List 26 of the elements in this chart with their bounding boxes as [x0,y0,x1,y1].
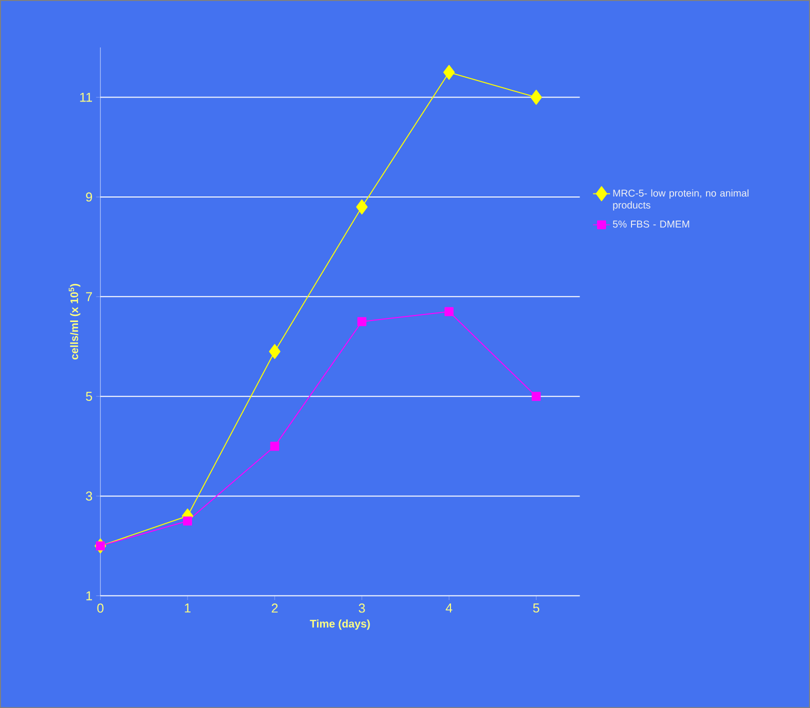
y-tick-label: 9 [86,192,92,202]
x-tick-label: 4 [446,603,452,612]
point [96,541,105,550]
x-axis-title: Time (days) [310,619,370,630]
point [270,442,280,451]
point [183,516,192,526]
y-tick-label: 1 [86,591,92,600]
point [268,344,280,359]
point [530,90,542,105]
legend-label: MRC-5- low protein, no animal products [613,189,748,210]
x-tick-label: 1 [184,603,191,612]
point [444,307,454,316]
y-axis-title: cells/ml (x 10$^{5}$) [68,284,80,360]
y-tick-label: 11 [80,92,92,102]
point [532,392,541,401]
y-tick-label: 3 [86,491,92,501]
point [443,64,455,80]
x-tick-label: 2 [272,603,278,612]
point [357,317,366,326]
legend-label: 5% FBS - DMEM [612,220,690,228]
x-tick-label: 5 [533,603,540,612]
x-tick-label: 0 [97,603,104,613]
x-tick-label: 3 [358,603,365,613]
point [356,199,368,214]
y-tick-label: 5 [86,392,92,401]
y-tick-label: 7 [86,292,92,302]
